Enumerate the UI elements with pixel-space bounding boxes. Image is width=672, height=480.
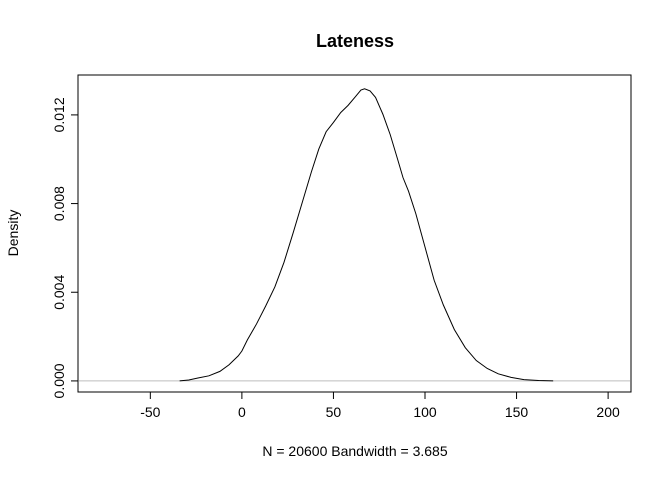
- y-tick-label: 0.012: [51, 97, 67, 132]
- x-tick-label: 150: [505, 404, 529, 420]
- x-tick-label: -50: [140, 404, 160, 420]
- x-axis-label: N = 20600 Bandwidth = 3.685: [262, 443, 447, 459]
- y-axis: 0.000 0.004 0.008 0.012: [51, 97, 79, 398]
- plot-box: [77, 74, 632, 393]
- x-axis: -50 0 50 100 150 200: [140, 391, 620, 420]
- y-tick-label: 0.000: [51, 363, 67, 398]
- x-tick-label: 0: [238, 404, 246, 420]
- chart-title: Lateness: [316, 31, 394, 51]
- y-tick-label: 0.004: [51, 275, 67, 310]
- y-tick-label: 0.008: [51, 186, 67, 221]
- density-curve: [179, 88, 554, 382]
- x-tick-label: 100: [413, 404, 437, 420]
- x-tick-label: 50: [326, 404, 342, 420]
- y-axis-label: Density: [5, 210, 21, 257]
- x-tick-label: 200: [596, 404, 620, 420]
